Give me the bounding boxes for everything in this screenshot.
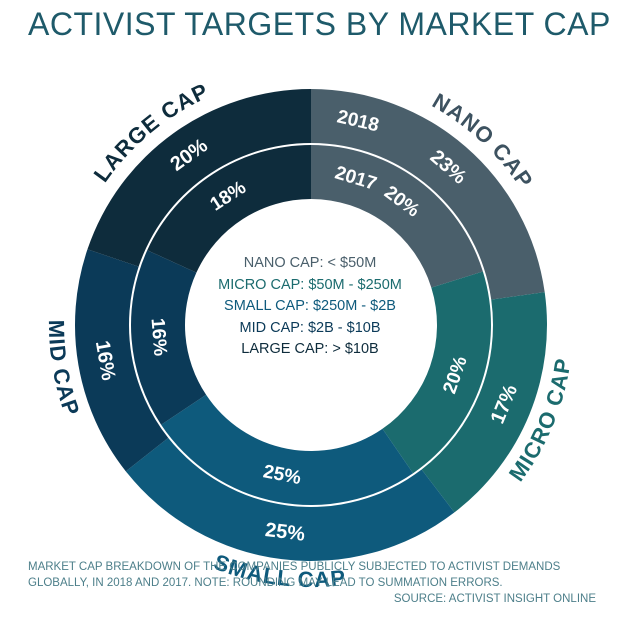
segment-2018-mid-cap [75,249,169,472]
note-line-2: GLOBALLY, IN 2018 AND 2017. NOTE: ROUNDI… [28,577,503,589]
segment-2018-nano-cap [311,89,545,300]
value-label-2018-small-cap: 25% [264,519,307,546]
segment-2017-mid-cap [130,250,207,425]
market-cap-legend: NANO CAP: < $50M MICRO CAP: $50M - $250M… [190,253,430,361]
segment-2017-small-cap [161,394,414,506]
segment-2017-nano-cap [311,145,483,288]
legend-large-cap: LARGE CAP: > $10B [241,341,379,357]
source-credit: SOURCE: ACTIVIST INSIGHT ONLINE [393,593,596,605]
segment-2017-micro-cap [382,271,491,474]
note-line-1: MARKET CAP BREAKDOWN OF THE COMPANIES PU… [28,561,561,573]
legend-micro-cap: MICRO CAP: $50M - $250M [218,276,402,293]
legend-small-cap: SMALL CAP: $250M - $2B [224,298,396,314]
chart-note: MARKET CAP BREAKDOWN OF THE COMPANIES PU… [28,559,596,607]
legend-mid-cap: MID CAP: $2B - $10B [239,319,381,336]
segment-2018-large-cap [87,89,312,267]
segment-2017-large-cap [147,145,311,273]
value-label-2017-mid-cap: 16% [147,317,171,357]
segment-2018-small-cap [125,437,455,561]
segment-2018-micro-cap [421,292,547,513]
legend-nano-cap: NANO CAP: < $50M [243,255,377,271]
chart-title: ACTIVIST TARGETS BY MARKET CAP [28,6,611,42]
